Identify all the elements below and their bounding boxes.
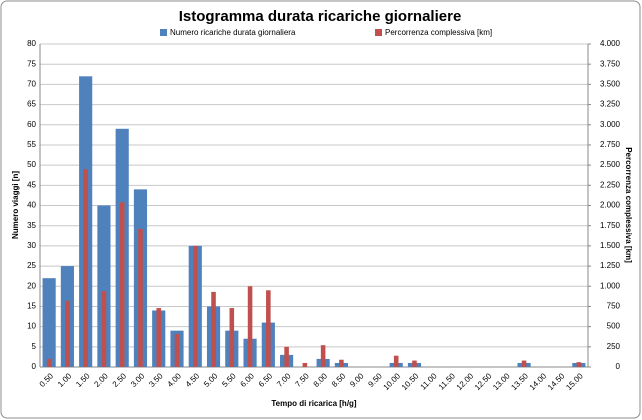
y-tick-label: 75 [27, 59, 36, 68]
y-tick-label: 80 [27, 39, 36, 48]
y2-tick-label: 1.000 [600, 281, 621, 290]
bar [65, 300, 70, 367]
bar [339, 359, 344, 367]
bar [138, 228, 143, 367]
y-tick-label: 5 [32, 342, 37, 351]
bar [174, 333, 180, 367]
y-tick-label: 10 [27, 322, 36, 331]
chart-title: Istogramma durata ricariche giornaliere [179, 8, 462, 25]
bar [97, 205, 111, 367]
y-axis-label: Numero viaggi [n] [11, 171, 20, 239]
y2-tick-label: 4.000 [600, 39, 621, 48]
y-tick-label: 70 [27, 79, 36, 88]
y2-tick-label: 1.250 [600, 261, 621, 270]
bar [42, 278, 56, 367]
bar [229, 308, 235, 367]
y-tick-label: 65 [27, 100, 36, 109]
y2-tick-label: 2.750 [600, 140, 621, 149]
y-tick-label: 30 [27, 241, 36, 250]
bar [302, 362, 308, 367]
y2-tick-label: 3.000 [600, 120, 621, 129]
y2-tick-label: 0 [616, 362, 621, 371]
y-tick-label: 15 [27, 302, 36, 311]
bar [101, 291, 107, 367]
y2-tick-label: 500 [607, 322, 621, 331]
y2-axis-label: Percorrenza complessiva [km] [624, 147, 633, 263]
bar [393, 355, 399, 367]
y2-tick-label: 750 [607, 302, 621, 311]
bar [247, 286, 253, 367]
y-tick-label: 50 [27, 160, 36, 169]
bar [211, 291, 216, 367]
y-tick-label: 40 [27, 201, 36, 210]
bar [266, 290, 271, 367]
legend-swatch [375, 29, 382, 36]
y-tick-label: 35 [27, 221, 36, 230]
y2-tick-label: 1.750 [600, 221, 621, 230]
bar [412, 360, 417, 367]
y2-tick-label: 1.500 [600, 241, 621, 250]
legend-label: Percorrenza complessiva [km] [385, 28, 492, 37]
bar [576, 362, 582, 367]
legend-swatch [160, 29, 167, 36]
y-tick-label: 20 [27, 281, 36, 290]
y-tick-label: 25 [27, 261, 36, 270]
y2-tick-label: 3.250 [600, 100, 621, 109]
x-axis-label: Tempo di ricarica [h/g] [271, 399, 357, 408]
y2-tick-label: 2.000 [600, 201, 621, 210]
bar [284, 346, 289, 367]
y2-tick-label: 3.750 [600, 59, 621, 68]
y-tick-label: 0 [32, 362, 37, 371]
y-tick-label: 45 [27, 180, 36, 189]
legend-label: Numero ricariche durata giornaliera [170, 28, 296, 37]
y-tick-label: 60 [27, 120, 36, 129]
y2-tick-label: 2.500 [600, 160, 621, 169]
bar [46, 358, 52, 367]
y2-tick-label: 250 [607, 342, 621, 351]
y2-tick-label: 3.500 [600, 79, 621, 88]
bar [320, 345, 326, 367]
bar [156, 308, 162, 367]
y2-tick-label: 2.250 [600, 180, 621, 189]
y-tick-label: 55 [27, 140, 36, 149]
bar [521, 360, 527, 367]
bar [83, 169, 88, 367]
bar [192, 245, 198, 367]
bar [119, 202, 125, 367]
